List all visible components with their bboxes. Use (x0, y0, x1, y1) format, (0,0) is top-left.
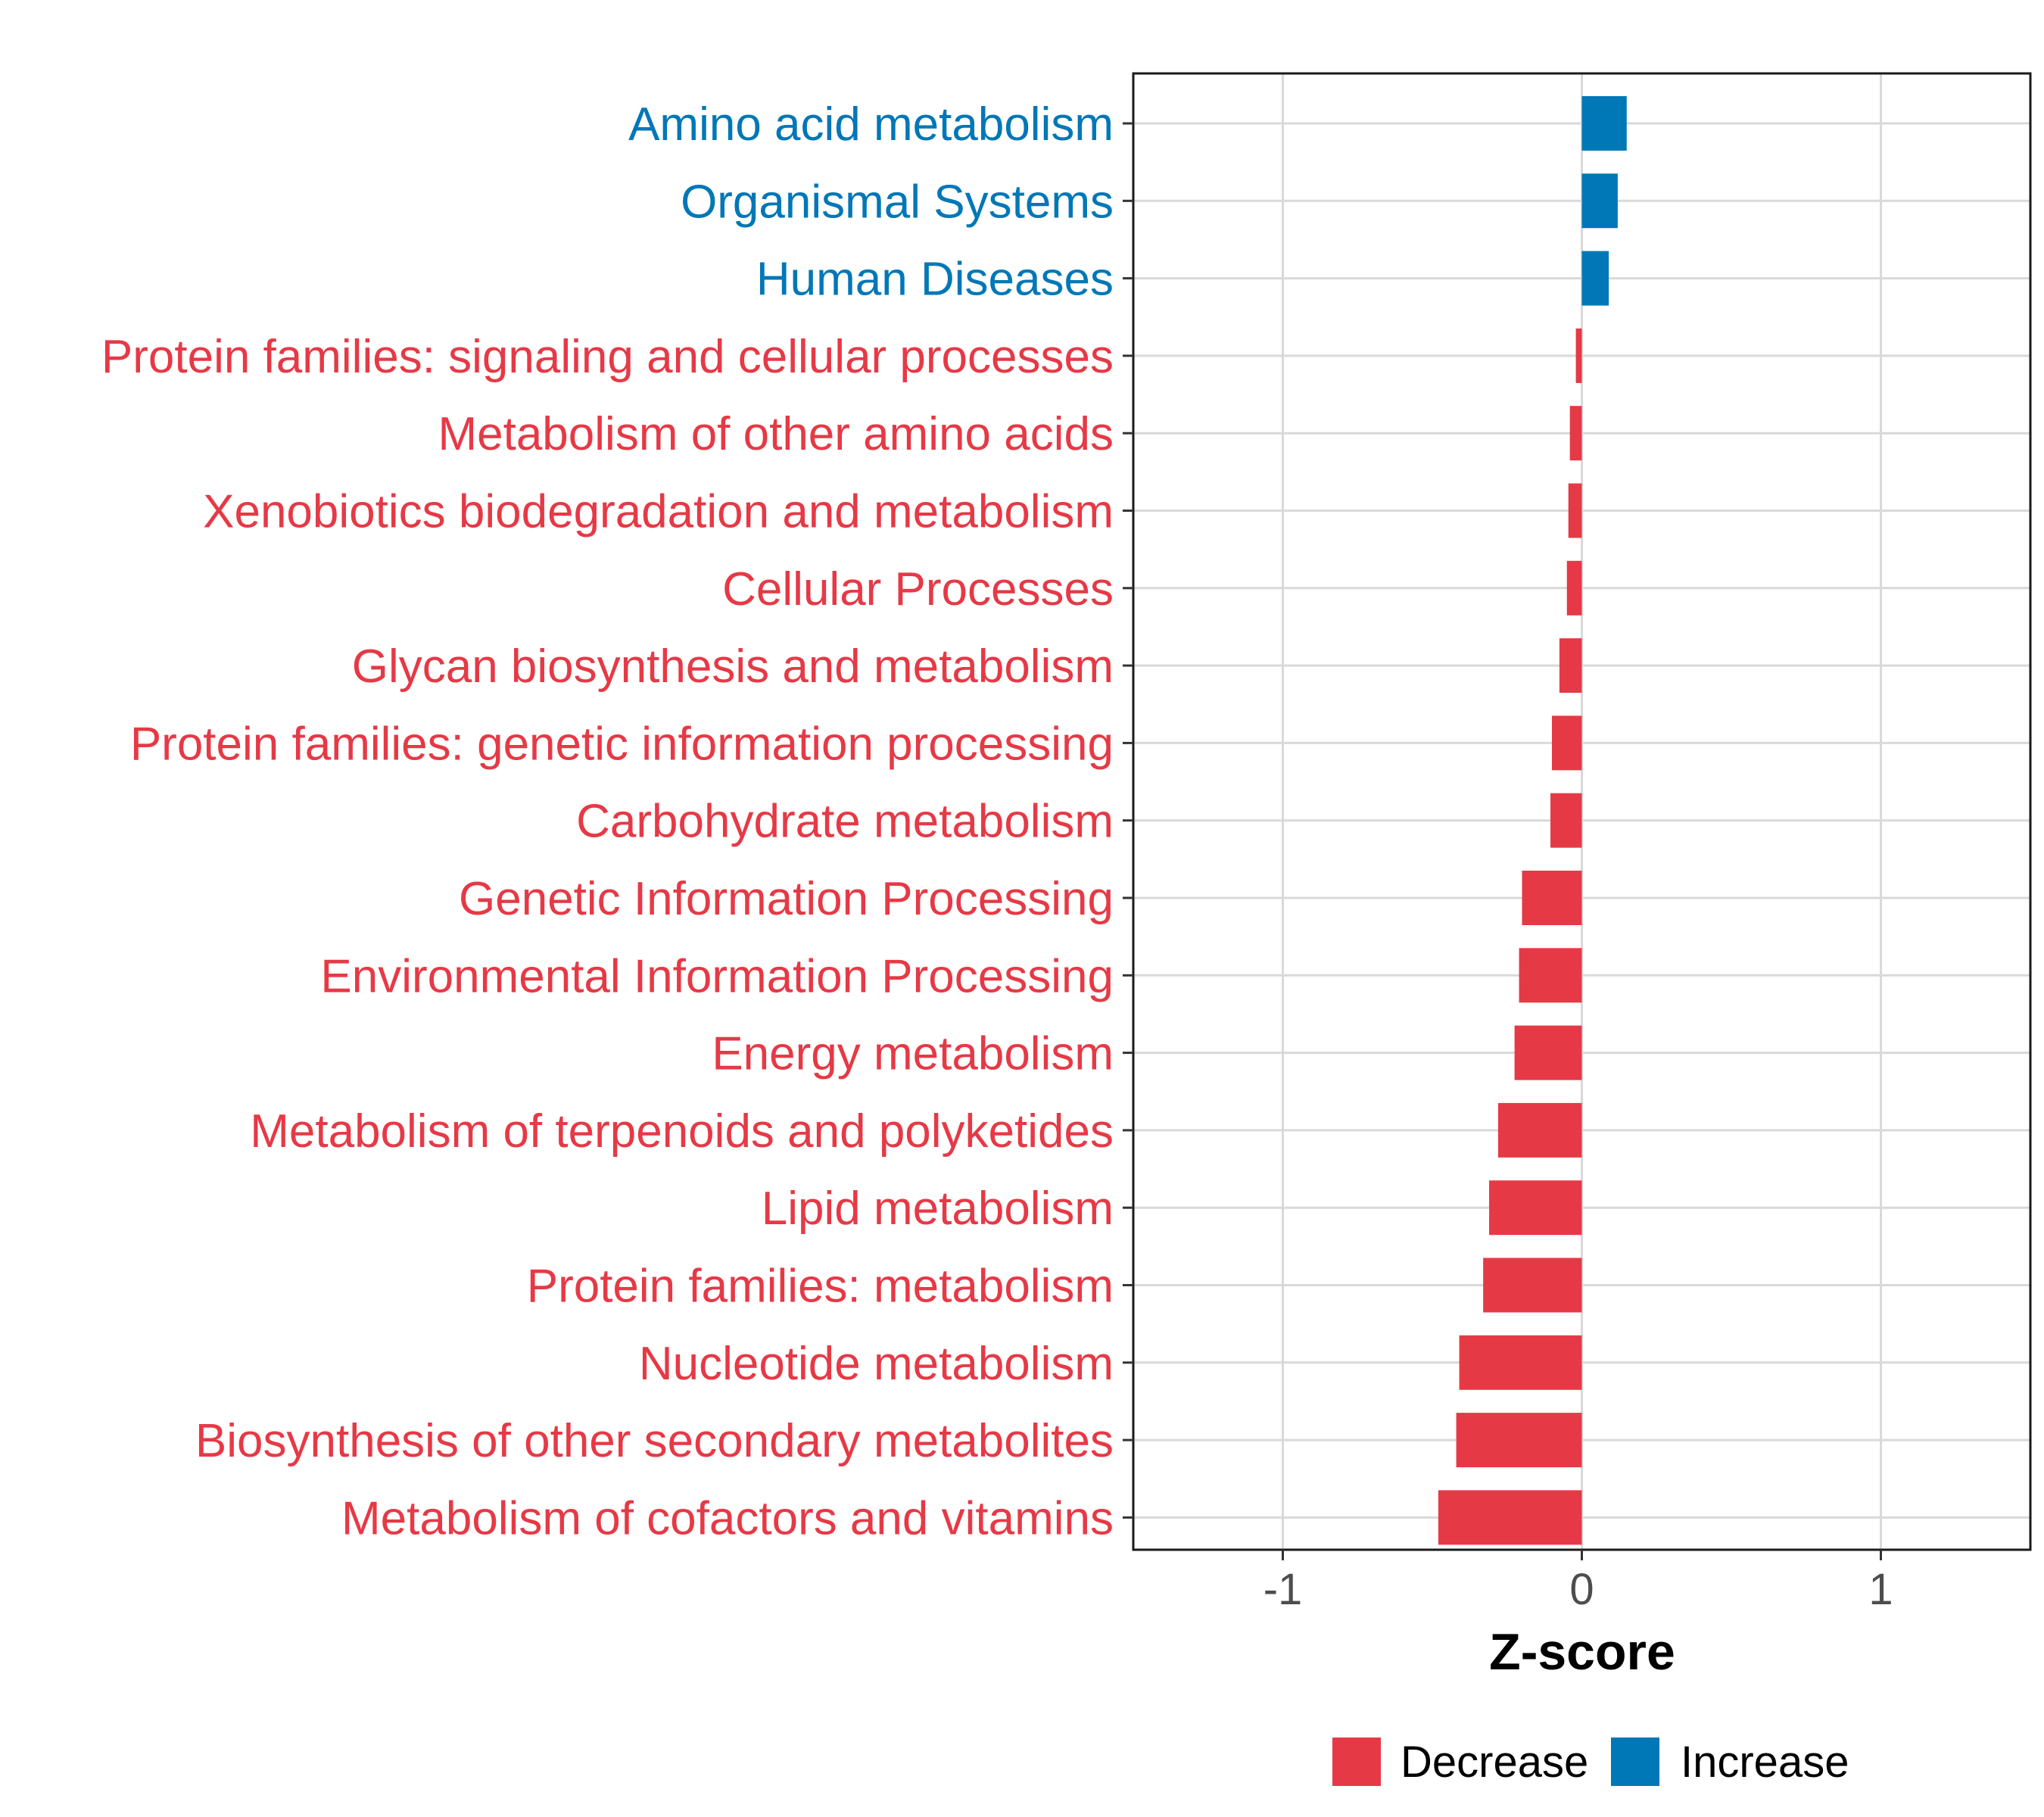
bar (1566, 560, 1582, 616)
bar (1581, 96, 1627, 151)
y-axis-ticks (1123, 122, 1133, 1519)
y-category-label: Metabolism of terpenoids and polyketides (250, 1105, 1114, 1158)
bar (1497, 1102, 1582, 1158)
legend-label-decrease: Decrease (1401, 1738, 1588, 1787)
x-tick-label: -1 (1263, 1565, 1303, 1614)
y-category-label: Biosynthesis of other secondary metaboli… (195, 1415, 1114, 1467)
bar (1483, 1258, 1582, 1313)
y-axis-category-labels: Amino acid metabolism Organismal Systems H… (101, 98, 1114, 1544)
y-category-label: Cellular Processes (722, 563, 1114, 616)
bar (1438, 1490, 1582, 1545)
x-axis-title: Z-score (1489, 1623, 1675, 1681)
legend-swatch-decrease (1332, 1738, 1381, 1786)
bar (1575, 328, 1582, 383)
y-category-label: Nucleotide metabolism (639, 1338, 1114, 1390)
y-category-label: Glycan biosynthesis and metabolism (352, 640, 1114, 693)
y-category-label: Environmental Information Processing (320, 950, 1114, 1002)
y-category-label: Metabolism of other amino acids (438, 408, 1114, 460)
y-category-label: Protein families: metabolism (527, 1261, 1114, 1313)
y-category-label: Metabolism of cofactors and vitamins (341, 1492, 1114, 1544)
legend: Decrease Increase (1332, 1738, 1849, 1787)
bar (1581, 251, 1609, 306)
y-category-label: Carbohydrate metabolism (576, 796, 1114, 848)
bar (1514, 1025, 1582, 1080)
legend-swatch-increase (1611, 1738, 1659, 1786)
x-axis-ticks: -1 0 1 (1263, 1550, 1893, 1614)
bar (1522, 871, 1582, 925)
y-category-label: Protein families: genetic information pr… (130, 718, 1114, 770)
bar (1559, 638, 1582, 693)
y-category-label: Organismal Systems (681, 176, 1114, 228)
bar (1459, 1335, 1582, 1390)
bar (1568, 483, 1582, 538)
bar-series (1438, 96, 1627, 1545)
bar (1456, 1413, 1582, 1468)
x-tick-label: 0 (1569, 1565, 1594, 1614)
legend-label-increase: Increase (1681, 1738, 1849, 1787)
y-category-label: Amino acid metabolism (628, 98, 1114, 151)
y-category-label: Energy metabolism (712, 1028, 1114, 1080)
y-category-label: Xenobiotics biodegradation and metabolis… (203, 486, 1114, 538)
bar (1552, 715, 1582, 771)
x-tick-label: 1 (1868, 1565, 1893, 1614)
bar (1519, 948, 1582, 1003)
y-category-label: Protein families: signaling and cellular… (101, 331, 1114, 383)
y-category-label: Lipid metabolism (762, 1183, 1114, 1235)
bar (1489, 1180, 1582, 1236)
bar (1581, 173, 1618, 229)
bar (1569, 406, 1582, 461)
y-category-label: Human Diseases (756, 254, 1114, 306)
bar (1550, 793, 1582, 848)
y-category-label: Genetic Information Processing (459, 873, 1114, 925)
